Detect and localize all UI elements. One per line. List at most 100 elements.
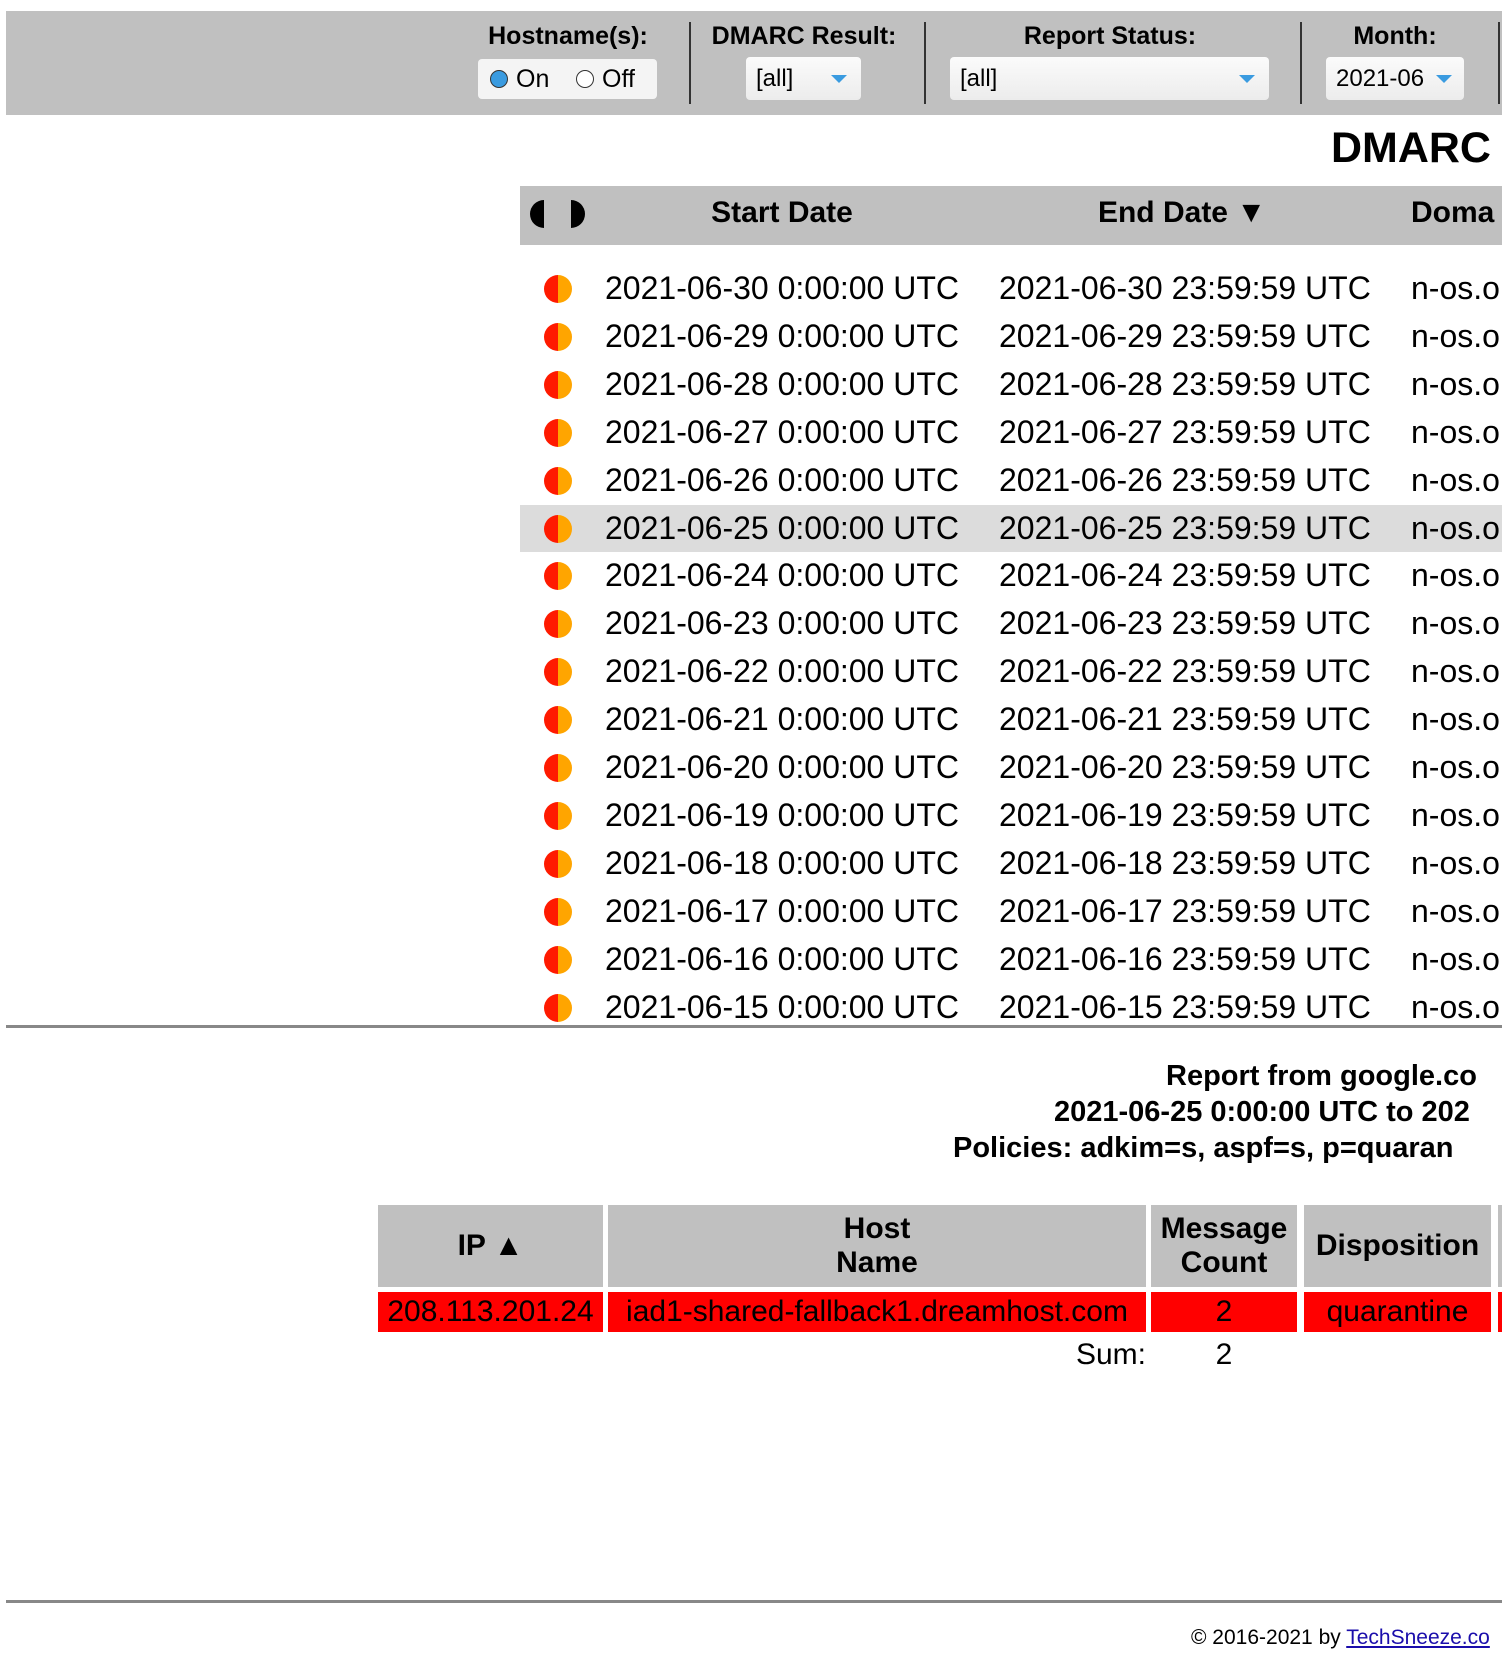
report-cell[interactable]: n-os.o <box>1411 892 1500 929</box>
report-cell[interactable]: 2021-06-29 23:59:59 UTC <box>999 317 1371 354</box>
dmarc-result-select[interactable]: [all] <box>746 57 861 100</box>
report-cell[interactable]: n-os.o <box>1411 365 1500 402</box>
report-cell[interactable]: n-os.o <box>1411 701 1500 738</box>
report-cell[interactable]: 2021-06-23 23:59:59 UTC <box>999 605 1371 642</box>
report-cell[interactable]: 2021-06-28 0:00:00 UTC <box>605 365 959 402</box>
table-header[interactable]: Host Name <box>608 1205 1146 1287</box>
report-cell[interactable]: n-os.o <box>1411 796 1500 833</box>
report-cell[interactable]: 2021-06-18 0:00:00 UTC <box>605 844 959 881</box>
table-cell: quarantine <box>1304 1292 1491 1332</box>
report-cell[interactable]: 2021-06-15 23:59:59 UTC <box>999 988 1371 1025</box>
report-cell[interactable]: 2021-06-21 0:00:00 UTC <box>605 701 959 738</box>
status-icon <box>544 801 572 830</box>
report-cell[interactable]: n-os.o <box>1411 605 1500 642</box>
select-value: 2021-06 <box>1336 65 1425 92</box>
report-cell[interactable]: 2021-06-15 0:00:00 UTC <box>605 988 959 1025</box>
status-icon <box>544 514 572 543</box>
report-cell[interactable]: n-os.o <box>1411 844 1500 881</box>
column-header[interactable]: Start Date <box>711 196 853 229</box>
report-cell[interactable]: 2021-06-25 23:59:59 UTC <box>999 509 1371 546</box>
report-cell[interactable]: n-os.o <box>1411 749 1500 785</box>
selected-row-bg <box>520 504 1502 552</box>
report-cell[interactable]: 2021-06-27 23:59:59 UTC <box>999 413 1371 450</box>
status-icon <box>544 849 572 878</box>
radio-off-label[interactable]: Off <box>602 65 635 93</box>
report-cell[interactable]: 2021-06-26 0:00:00 UTC <box>605 461 959 498</box>
report-cell[interactable]: 2021-06-24 0:00:00 UTC <box>605 557 959 594</box>
report-cell[interactable]: 2021-06-30 0:00:00 UTC <box>605 270 959 306</box>
radio-on-label[interactable]: On <box>516 65 550 93</box>
report-heading: Policies: adkim=s, aspf=s, p=quaran <box>953 1132 1454 1164</box>
table-header <box>1498 1205 1502 1287</box>
report-cell[interactable]: 2021-06-17 23:59:59 UTC <box>999 892 1371 929</box>
report-cell[interactable]: 2021-06-30 23:59:59 UTC <box>999 270 1371 306</box>
report-cell[interactable]: 2021-06-25 0:00:00 UTC <box>605 509 959 546</box>
report-cell[interactable]: n-os.o <box>1411 557 1500 594</box>
report-cell[interactable]: 2021-06-16 23:59:59 UTC <box>999 940 1371 977</box>
month-select[interactable]: 2021-06 <box>1326 57 1464 100</box>
footer-text: © 2016-2021 by <box>1191 1626 1341 1649</box>
status-icon <box>544 562 572 591</box>
report-cell[interactable]: 2021-06-24 23:59:59 UTC <box>999 557 1371 594</box>
collapse-icon[interactable] <box>530 200 544 228</box>
expand-icon[interactable] <box>571 200 585 228</box>
report-cell[interactable]: n-os.o <box>1411 317 1500 354</box>
column-header[interactable]: Doma <box>1411 196 1495 229</box>
status-icon <box>544 370 572 399</box>
report-cell[interactable]: 2021-06-16 0:00:00 UTC <box>605 940 959 977</box>
divider <box>924 22 926 104</box>
report-cell[interactable]: 2021-06-19 23:59:59 UTC <box>999 796 1371 833</box>
report-cell[interactable]: 2021-06-26 23:59:59 UTC <box>999 461 1371 498</box>
status-icon <box>544 322 572 351</box>
status-icon <box>544 275 572 303</box>
status-icon <box>544 466 572 495</box>
select-value: [all] <box>960 65 998 92</box>
status-icon <box>544 418 572 447</box>
report-cell[interactable]: n-os.o <box>1411 653 1500 690</box>
footer: © 2016-2021 by TechSneeze.co <box>1191 1626 1490 1650</box>
divider <box>1300 22 1302 104</box>
report-cell[interactable]: 2021-06-27 0:00:00 UTC <box>605 413 959 450</box>
separator <box>6 1600 1502 1603</box>
status-icon <box>544 897 572 926</box>
footer-link[interactable]: TechSneeze.co <box>1346 1626 1490 1649</box>
report-cell[interactable]: 2021-06-21 23:59:59 UTC <box>999 701 1371 738</box>
separator <box>6 1025 1502 1028</box>
report-status-select[interactable]: [all] <box>950 57 1269 100</box>
table-cell: 2 <box>1151 1292 1297 1332</box>
status-icon <box>544 754 572 782</box>
report-cell[interactable]: n-os.o <box>1411 940 1500 977</box>
radio-on[interactable] <box>490 70 508 88</box>
status-icon <box>544 993 572 1022</box>
report-cell[interactable]: 2021-06-17 0:00:00 UTC <box>605 892 959 929</box>
table-header[interactable]: Message Count <box>1151 1205 1297 1287</box>
report-cell[interactable]: n-os.o <box>1411 461 1500 498</box>
report-cell[interactable]: n-os.o <box>1411 509 1500 546</box>
report-cell[interactable]: 2021-06-19 0:00:00 UTC <box>605 796 959 833</box>
hostname-label: Hostname(s): <box>488 22 648 50</box>
status-icon <box>544 945 572 974</box>
report-cell[interactable]: 2021-06-22 0:00:00 UTC <box>605 653 959 690</box>
report-cell[interactable]: 2021-06-22 23:59:59 UTC <box>999 653 1371 690</box>
page-title: DMARC <box>1330 124 1491 172</box>
table-header[interactable]: Disposition <box>1304 1205 1491 1287</box>
select-value: [all] <box>756 65 794 92</box>
report-cell[interactable]: n-os.o <box>1411 413 1500 450</box>
table-header[interactable]: IP ▲ <box>378 1205 603 1287</box>
report-cell[interactable]: n-os.o <box>1411 988 1500 1025</box>
report-cell[interactable]: 2021-06-28 23:59:59 UTC <box>999 365 1371 402</box>
radio-off[interactable] <box>576 70 594 88</box>
hostname-radios: On Off <box>478 59 657 99</box>
report-cell[interactable]: 2021-06-29 0:00:00 UTC <box>605 317 959 354</box>
report-cell[interactable]: 2021-06-23 0:00:00 UTC <box>605 605 959 642</box>
column-header[interactable]: End Date ▼ <box>1097 196 1267 229</box>
table-cell <box>1498 1292 1502 1332</box>
report-cell[interactable]: 2021-06-18 23:59:59 UTC <box>999 844 1371 881</box>
table-cell: iad1-shared-fallback1.dreamhost.com <box>608 1292 1146 1332</box>
report-status-label: Report Status: <box>1023 22 1197 50</box>
report-cell[interactable]: 2021-06-20 23:59:59 UTC <box>999 749 1371 785</box>
report-cell[interactable]: n-os.o <box>1411 270 1500 306</box>
report-heading: 2021-06-25 0:00:00 UTC to 202 <box>1054 1096 1470 1128</box>
report-cell[interactable]: 2021-06-20 0:00:00 UTC <box>605 749 959 785</box>
